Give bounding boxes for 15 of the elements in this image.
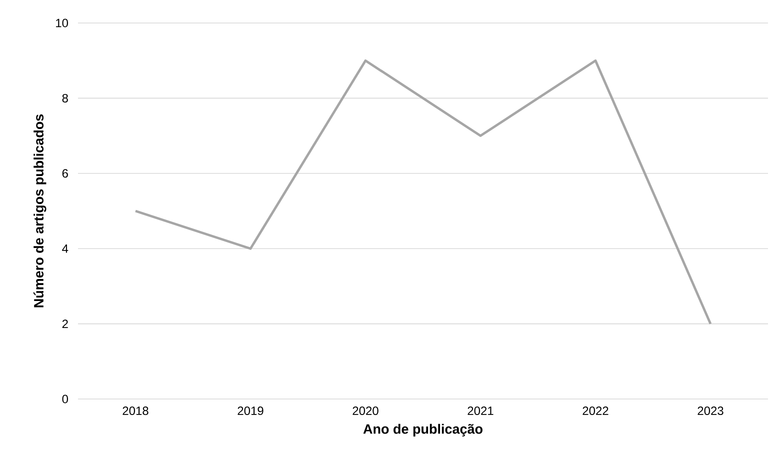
x-axis-title: Ano de publicação [363, 424, 482, 436]
x-tick-label: 2023 [698, 406, 724, 416]
y-tick-label: 2 [62, 320, 68, 328]
y-tick-label: 10 [56, 18, 68, 28]
y-tick-label: 6 [62, 169, 68, 178]
y-tick-label: 0 [62, 394, 68, 404]
y-axis-title: Número de artigos publicados [34, 114, 46, 308]
x-tick-label: 2022 [582, 406, 608, 416]
y-tick-label: 4 [62, 244, 68, 253]
x-tick-label: 2018 [122, 406, 148, 416]
x-tick-label: 2019 [238, 406, 264, 416]
x-tick-label: 2020 [352, 406, 378, 416]
x-tick-label: 2021 [468, 406, 494, 416]
y-tick-label: 8 [62, 94, 68, 102]
line-series [134, 59, 712, 325]
